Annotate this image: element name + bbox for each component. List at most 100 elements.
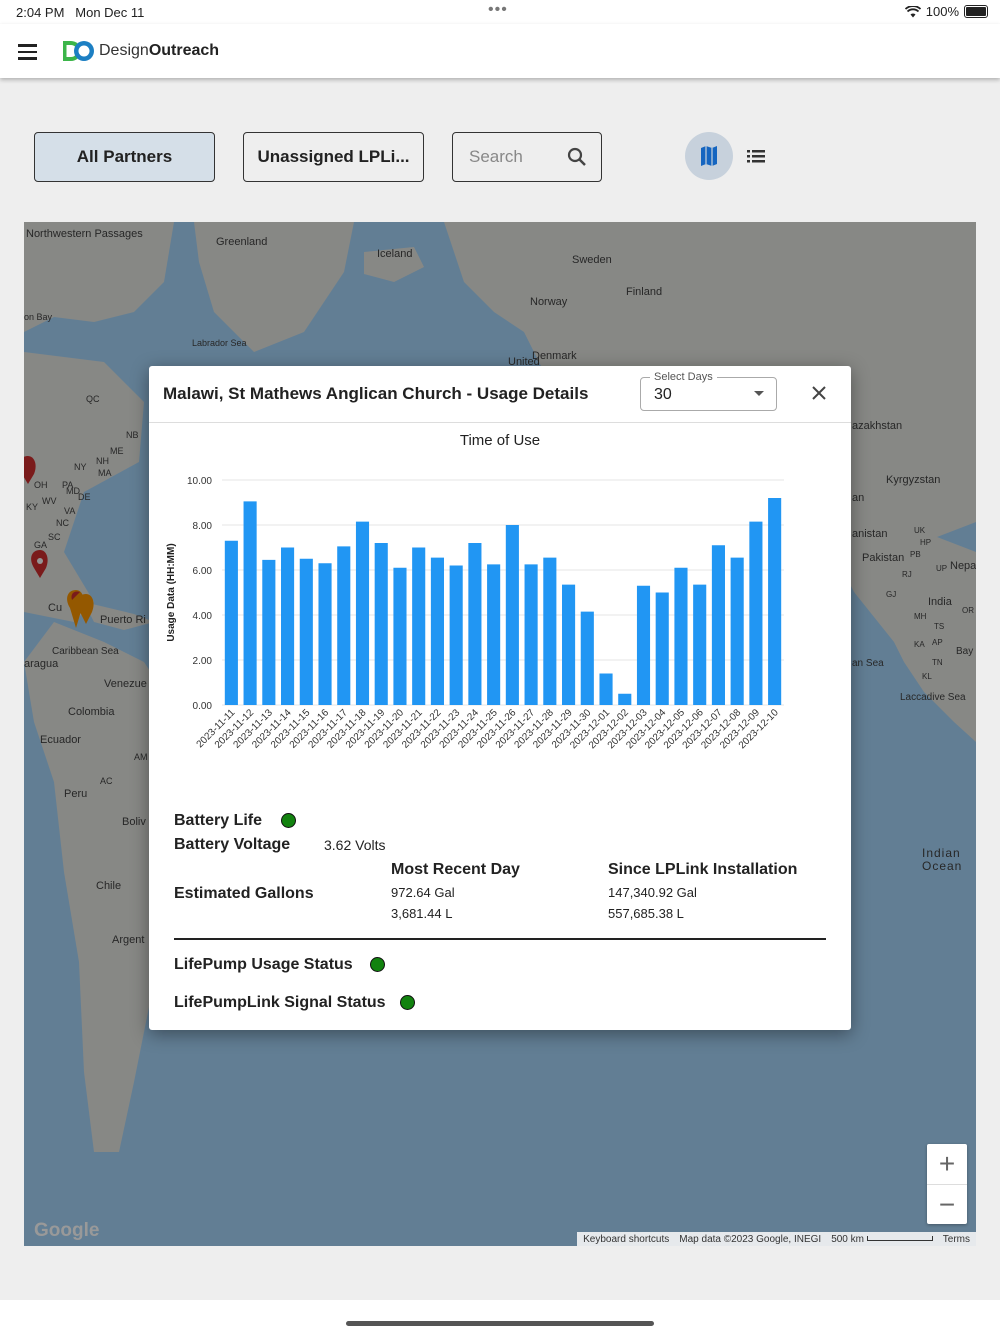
map-label: United	[508, 356, 540, 368]
bar	[262, 559, 276, 705]
bar	[580, 611, 594, 705]
bar	[655, 592, 669, 705]
home-indicator-area	[0, 1300, 1000, 1334]
map-label: Ocean	[922, 859, 963, 873]
keyboard-shortcuts-link[interactable]: Keyboard shortcuts	[583, 1233, 670, 1245]
map-label: Argent	[112, 934, 145, 946]
zoom-out-button[interactable]: −	[927, 1184, 967, 1225]
y-tick-label: 6.00	[193, 566, 213, 577]
battery-voltage-label: Battery Voltage	[174, 836, 291, 853]
bar	[281, 547, 295, 705]
map-attribution: Keyboard shortcuts Map data ©2023 Google…	[577, 1232, 976, 1246]
since-installation-header: Since LPLink Installation	[608, 861, 798, 878]
battery-life-label: Battery Life	[174, 812, 263, 829]
map-view-button[interactable]	[685, 132, 733, 180]
bar	[224, 540, 238, 705]
select-days-value: 30	[654, 386, 672, 403]
dialog-title: Malawi, St Mathews Anglican Church - Usa…	[163, 384, 589, 403]
select-days-dropdown[interactable]: Select Days 30	[640, 371, 777, 411]
most-recent-gallons: 972.64 Gal	[391, 885, 455, 900]
home-indicator[interactable]	[346, 1321, 654, 1326]
map-label: GJ	[886, 590, 897, 599]
map-label: Finland	[626, 286, 663, 298]
map-label: Chile	[96, 880, 122, 892]
bar	[487, 564, 501, 705]
bar	[524, 564, 538, 705]
map-label: AP	[932, 638, 943, 647]
battery-percent: 100%	[925, 4, 959, 19]
bar	[730, 557, 744, 705]
bar	[599, 673, 613, 705]
lifepump-usage-status-label: LifePump Usage Status	[174, 956, 353, 973]
bar	[636, 585, 651, 705]
battery-icon	[964, 5, 988, 18]
bar	[449, 565, 463, 705]
y-axis-label: Usage Data (HH:MM)	[166, 543, 177, 641]
map-label: KL	[922, 672, 932, 681]
map-icon	[701, 146, 717, 166]
map-label: azakhstan	[852, 420, 903, 432]
battery-life-status-dot	[281, 813, 296, 828]
search-icon[interactable]	[567, 147, 587, 167]
time-of-use-chart: 0.00 2.00 4.00 6.00 8.00 10.00 Usage Data (HH:…	[166, 476, 784, 751]
list-view-button[interactable]	[732, 132, 780, 180]
map-label: RJ	[902, 570, 912, 579]
map-label: NC	[56, 518, 69, 528]
bar	[711, 545, 725, 705]
search-field[interactable]: Search	[452, 132, 602, 182]
map-label: Venezue	[104, 678, 147, 690]
status-time: 2:04 PM Mon Dec 11	[16, 5, 145, 20]
unassigned-lplink-button[interactable]: Unassigned LPLi...	[243, 132, 424, 182]
map-label: UK	[914, 526, 926, 535]
bar	[299, 558, 313, 705]
bar	[543, 557, 557, 705]
map-label: VA	[64, 506, 76, 516]
map-markers[interactable]	[24, 456, 94, 628]
map-label: QC	[86, 394, 100, 404]
terms-link[interactable]: Terms	[942, 1233, 970, 1245]
bar	[355, 521, 370, 705]
map-label: Norway	[530, 296, 568, 308]
section-divider	[174, 938, 826, 940]
zoom-in-button[interactable]: +	[938, 1148, 956, 1179]
multitasking-dots-icon[interactable]: •••	[488, 1, 508, 18]
bar	[337, 546, 351, 705]
map-scale[interactable]: 500 km	[831, 1234, 933, 1245]
map-label: an Sea	[852, 658, 884, 669]
map-label: TS	[934, 622, 945, 631]
map-label: Iceland	[377, 248, 413, 260]
map-label: India	[928, 596, 952, 608]
map-label: WV	[42, 496, 57, 506]
bar	[318, 563, 332, 705]
battery-voltage-value: 3.62 Volts	[324, 837, 386, 853]
chart-title: Time of Use	[459, 432, 541, 449]
signal-status-dot	[400, 995, 415, 1010]
map-label: Nepa	[950, 560, 976, 572]
map-label: Denmark	[532, 350, 577, 362]
map-label: on Bay	[24, 312, 53, 322]
brand-name: DesignOutreach	[99, 42, 220, 59]
all-partners-button[interactable]: All Partners	[34, 132, 215, 182]
map-label: PB	[910, 550, 921, 559]
map-label: ME	[110, 446, 124, 456]
map-label: GA	[34, 540, 48, 550]
y-tick-label: 0.00	[193, 701, 213, 712]
map-label: Indian	[922, 846, 961, 860]
bar	[768, 498, 782, 705]
map-label: DE	[78, 492, 91, 502]
map-label: Peru	[64, 788, 88, 800]
chevron-down-icon	[754, 391, 764, 396]
y-tick-label: 4.00	[193, 611, 213, 622]
bar	[749, 521, 763, 705]
map-label: Pakistan	[862, 552, 905, 564]
map-label: Labrador Sea	[192, 338, 247, 348]
bar	[412, 547, 426, 705]
close-icon[interactable]	[810, 384, 828, 402]
bar	[674, 567, 688, 705]
wifi-icon	[904, 5, 921, 17]
usage-status-dot	[370, 957, 385, 972]
map-label: Caribbean Sea	[52, 646, 119, 657]
search-placeholder: Search	[469, 147, 523, 166]
menu-icon[interactable]	[18, 44, 37, 64]
map-label: UP	[936, 564, 948, 573]
